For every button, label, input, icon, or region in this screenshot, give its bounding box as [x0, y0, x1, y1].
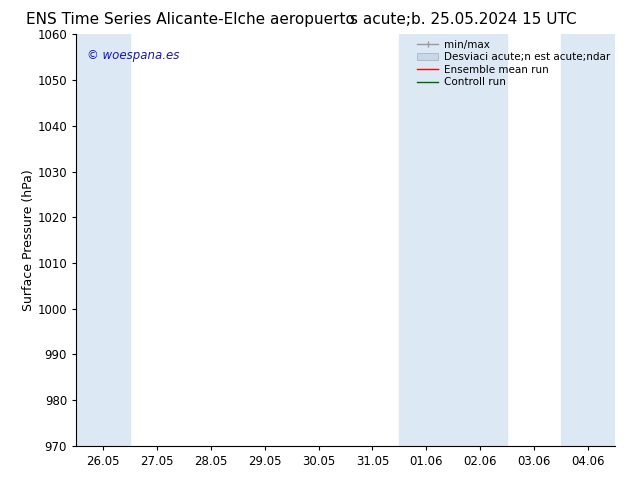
- Bar: [561, 34, 615, 446]
- Text: ENS Time Series Alicante-Elche aeropuerto: ENS Time Series Alicante-Elche aeropuert…: [26, 12, 354, 27]
- Bar: [76, 34, 130, 446]
- Legend: min/max, Desviaci acute;n est acute;ndar, Ensemble mean run, Controll run: min/max, Desviaci acute;n est acute;ndar…: [417, 40, 610, 87]
- Text: © woespana.es: © woespana.es: [87, 49, 179, 62]
- Y-axis label: Surface Pressure (hPa): Surface Pressure (hPa): [22, 169, 34, 311]
- Bar: [399, 34, 507, 446]
- Text: s acute;b. 25.05.2024 15 UTC: s acute;b. 25.05.2024 15 UTC: [349, 12, 576, 27]
